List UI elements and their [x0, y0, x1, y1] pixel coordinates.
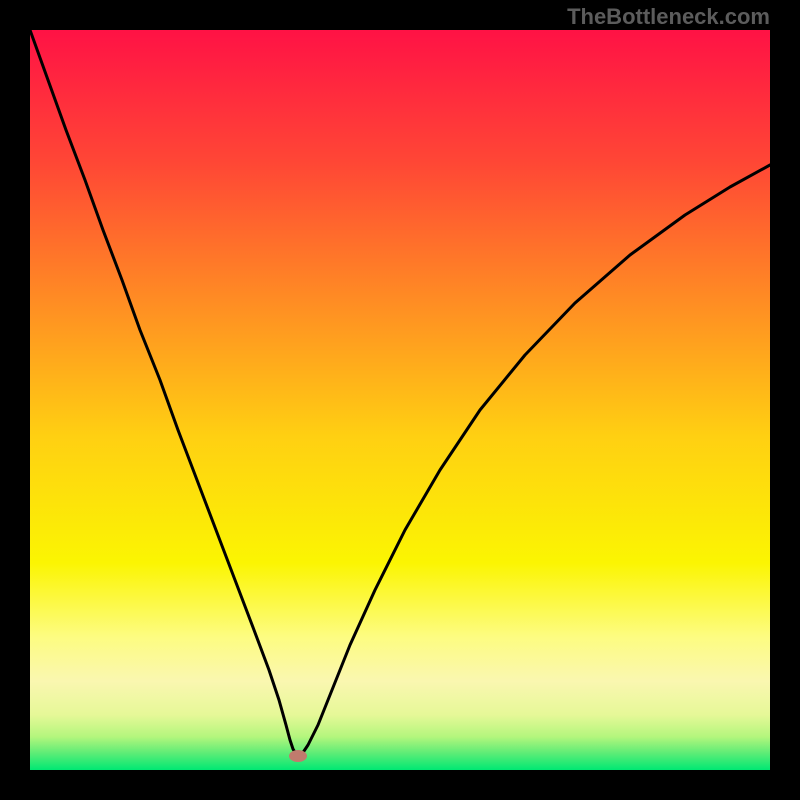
chart-frame: TheBottleneck.com	[0, 0, 800, 800]
minimum-marker	[289, 750, 307, 762]
chart-svg	[30, 30, 770, 770]
gradient-background	[30, 30, 770, 770]
attribution-label: TheBottleneck.com	[567, 4, 770, 30]
plot-area	[30, 30, 770, 770]
